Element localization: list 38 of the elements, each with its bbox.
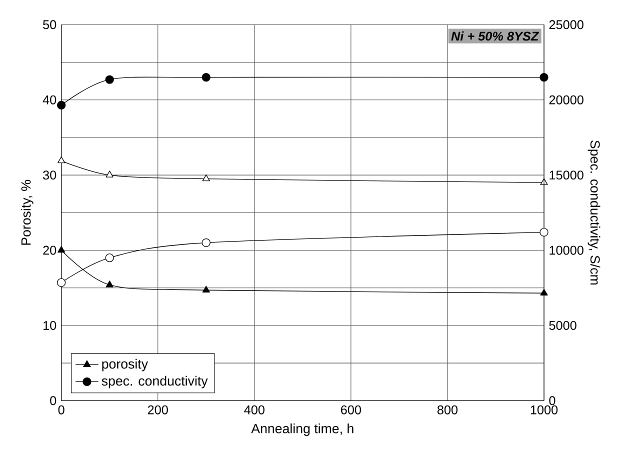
point	[202, 174, 210, 182]
y-tick-label: 50	[43, 20, 56, 30]
y2-tick-label: 0	[549, 396, 556, 406]
y2-tick-label: 20000	[549, 95, 584, 104]
point	[105, 253, 114, 262]
legend-label: spec. conductivity	[102, 376, 208, 388]
x-tick-label: 800	[437, 405, 458, 414]
annotation: Ni + 50% 8YSZ	[451, 31, 540, 41]
point	[540, 228, 548, 237]
y-tick-label: 20	[43, 246, 56, 255]
y2-tick-label: 10000	[550, 246, 584, 255]
y-tick-label: 0	[50, 396, 56, 406]
point	[105, 75, 114, 84]
point	[540, 72, 548, 82]
point	[202, 72, 210, 82]
point	[202, 238, 210, 248]
point	[57, 100, 66, 110]
y2-tick-label: 25000	[549, 20, 584, 30]
point	[57, 278, 66, 287]
y-tick-label: 40	[42, 95, 56, 104]
point	[58, 246, 66, 253]
point	[106, 280, 114, 288]
y2-tick-label: 15000	[550, 170, 584, 180]
x-tick-label: 600	[341, 405, 361, 414]
legend-label: porosity	[102, 358, 148, 372]
x-tick-label: 200	[148, 405, 168, 414]
point	[106, 170, 114, 178]
x-tick-label: 0	[58, 405, 64, 414]
y2-axis-title: Spec. conductivity, S/cm	[588, 140, 600, 285]
x-tick-label: 1000	[530, 405, 558, 414]
y-axis-title: Porosity, %	[20, 180, 34, 245]
y-tick-label: 10	[44, 320, 56, 330]
x-axis-title: Annealing time, h	[251, 424, 354, 436]
x-tick-label: 400	[244, 405, 264, 414]
point	[202, 286, 210, 292]
y2-tick-label: 5000	[549, 320, 576, 330]
y-tick-label: 30	[43, 170, 56, 180]
point	[58, 156, 66, 164]
